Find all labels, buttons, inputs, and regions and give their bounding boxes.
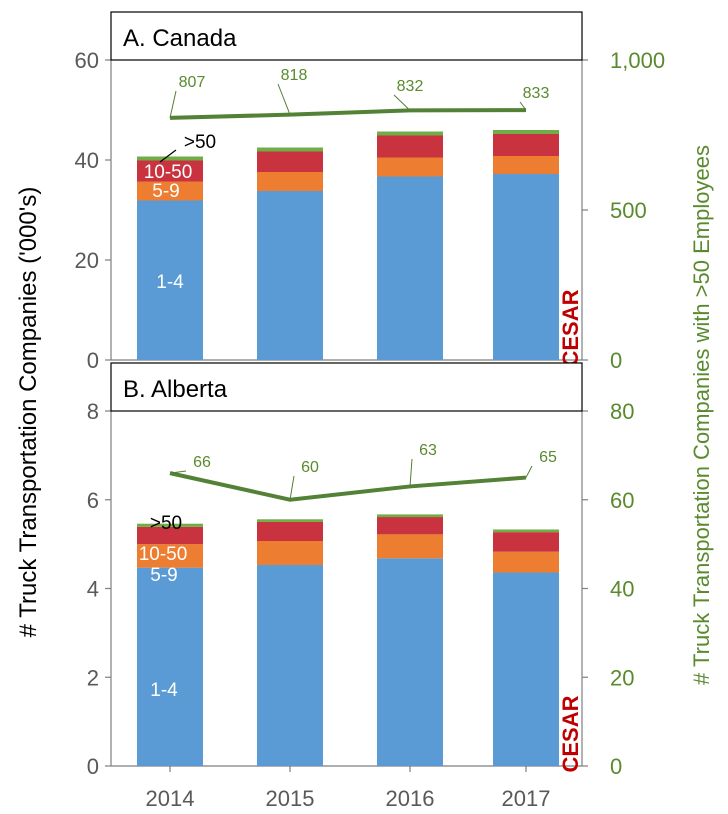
y2-tick-label: 20 — [610, 665, 634, 690]
bar-14-2016 — [377, 176, 443, 360]
bar-50-2015 — [257, 519, 323, 522]
bar-14-2014 — [137, 200, 203, 360]
series-label: >50 — [150, 513, 182, 534]
line-value-label: 832 — [397, 78, 424, 95]
line-label-leader — [393, 94, 411, 111]
series-label: 5-9 — [152, 181, 179, 202]
bar-59-2015 — [257, 541, 323, 565]
bar-1050-2017 — [493, 532, 559, 552]
panel-title: B. Alberta — [123, 376, 228, 403]
bar-14-2014 — [137, 567, 203, 766]
bar-14-2015 — [257, 191, 323, 360]
panel-canada: 0 20 40 60 0 500 1,000 1-4 5-910-50 >50 807 818 832 8… — [75, 11, 665, 373]
line-value-label: 66 — [193, 454, 211, 471]
label-pointer — [159, 149, 177, 163]
line-label-leader — [289, 475, 295, 500]
bar-1050-2014 — [137, 160, 203, 182]
bar-1050-2014 — [137, 526, 203, 545]
series-label: 1-4 — [156, 272, 184, 293]
x-tick-label: 2015 — [266, 786, 315, 811]
y2-tick-label: 0 — [610, 348, 622, 373]
y-tick-label: 2 — [87, 665, 99, 690]
panel-title-box — [110, 11, 583, 61]
bar-59-2014 — [137, 181, 203, 201]
employees-line — [169, 108, 527, 120]
bar-1050-2016 — [377, 135, 443, 158]
panel-title: A. Canada — [123, 25, 237, 52]
bar-50-2014 — [137, 523, 203, 527]
y2-tick-label: 80 — [610, 399, 634, 424]
bar-50-2016 — [377, 514, 443, 518]
bar-50-2017 — [493, 130, 559, 134]
line-value-label: 63 — [419, 442, 437, 459]
bar-1050-2016 — [377, 517, 443, 535]
x-tick-label: 2016 — [386, 786, 435, 811]
series-label: >50 — [184, 132, 216, 153]
line-value-label: 60 — [301, 459, 319, 476]
employees-line — [169, 471, 527, 502]
bar-14-2017 — [493, 174, 559, 360]
line-value-label: 818 — [281, 67, 308, 84]
bar-59-2016 — [377, 157, 443, 177]
y2-tick-label: 60 — [610, 488, 634, 513]
y2-axis-title: # Truck Transportation Companies with >5… — [689, 145, 714, 685]
bar-50-2017 — [493, 529, 559, 533]
cesar-logo: CESAR — [558, 695, 583, 772]
y2-tick-label: 0 — [610, 754, 622, 779]
y2-tick-label: 40 — [610, 577, 634, 602]
x-tick-label: 2014 — [146, 786, 195, 811]
x-tick-label: 2017 — [502, 786, 551, 811]
cesar-logo: CESAR — [558, 289, 583, 366]
line-label-leader — [519, 101, 527, 111]
bar-1050-2015 — [257, 151, 323, 172]
y2-tick-label: 1,000 — [610, 48, 665, 73]
bar-50-2014 — [137, 156, 203, 161]
line-label-leader — [169, 470, 187, 474]
series-label: 5-9 — [150, 565, 177, 586]
line-value-label: 833 — [523, 85, 550, 102]
bar-1050-2017 — [493, 134, 559, 156]
y-tick-label: 40 — [75, 148, 99, 173]
bar-14-2017 — [493, 572, 559, 766]
line-label-leader — [409, 458, 413, 487]
bar-59-2017 — [493, 551, 559, 573]
line-label-leader — [525, 465, 533, 478]
bar-14-2015 — [257, 564, 323, 766]
y-tick-label: 8 — [87, 399, 99, 424]
y-tick-label: 4 — [87, 577, 99, 602]
x-axis: 2014 2015 2016 2017 — [146, 766, 551, 811]
y-tick-label: 6 — [87, 488, 99, 513]
y-axis-title: # Truck Transportation Companies ('000's… — [15, 187, 42, 638]
y-tick-label: 20 — [75, 248, 99, 273]
y2-tick-label: 500 — [610, 198, 647, 223]
bar-59-2016 — [377, 534, 443, 559]
bar-50-2016 — [377, 131, 443, 136]
y-tick-label: 60 — [75, 48, 99, 73]
line-label-leader — [277, 83, 291, 115]
bar-50-2015 — [257, 147, 323, 152]
panel-title-box — [110, 362, 583, 412]
series-label: 10-50 — [144, 162, 193, 183]
bar-1050-2015 — [257, 521, 323, 542]
line-value-label: 807 — [179, 74, 206, 91]
bar-14-2016 — [377, 558, 443, 766]
bar-59-2015 — [257, 172, 323, 191]
line-label-leader — [169, 90, 177, 119]
bar-59-2017 — [493, 156, 559, 174]
series-label: 1-4 — [150, 680, 178, 701]
line-value-label: 65 — [539, 449, 557, 466]
bar-59-2014 — [137, 544, 203, 568]
y-tick-label: 0 — [87, 348, 99, 373]
series-label: 10-50 — [139, 544, 188, 565]
y-tick-label: 0 — [87, 754, 99, 779]
